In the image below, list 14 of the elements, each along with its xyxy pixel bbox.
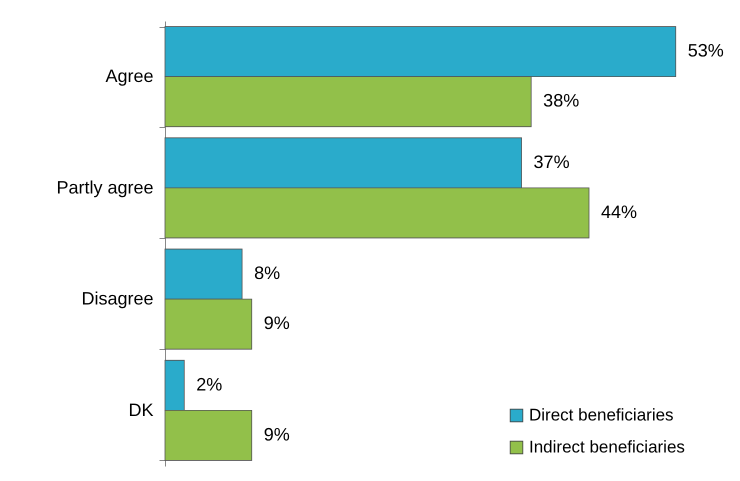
data-label: 9% (264, 424, 290, 444)
y-tick-label: Partly agree (56, 177, 154, 198)
y-tick-label: Disagree (81, 288, 154, 309)
legend-label: Direct beneficiaries (529, 406, 674, 424)
y-tick-label: Agree (105, 66, 154, 86)
data-label: 8% (254, 263, 280, 284)
data-label: 38% (543, 90, 580, 111)
data-label: 37% (534, 152, 570, 172)
data-label: 2% (196, 374, 222, 394)
data-label: 44% (601, 202, 638, 222)
y-tick-label: DK (128, 400, 154, 420)
data-label: 53% (688, 40, 724, 61)
data-label: 9% (264, 313, 290, 334)
legend-label: Indirect beneficiaries (529, 438, 685, 456)
